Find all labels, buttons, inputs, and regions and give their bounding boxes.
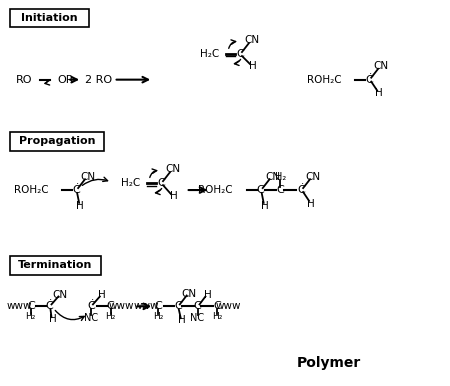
Text: H: H bbox=[178, 315, 186, 325]
Text: Ċ: Ċ bbox=[45, 301, 54, 312]
Text: ROH₂C: ROH₂C bbox=[307, 74, 342, 85]
Text: CN: CN bbox=[165, 164, 180, 174]
Text: Polymer: Polymer bbox=[297, 356, 361, 369]
Text: C: C bbox=[154, 301, 162, 312]
Text: C: C bbox=[236, 49, 244, 59]
Text: C: C bbox=[257, 185, 265, 195]
Text: C: C bbox=[27, 301, 35, 312]
FancyBboxPatch shape bbox=[10, 132, 104, 151]
Text: C: C bbox=[157, 178, 165, 188]
Text: C: C bbox=[194, 301, 202, 312]
Text: Ċ: Ċ bbox=[297, 185, 305, 195]
Text: www: www bbox=[216, 301, 241, 312]
Text: www: www bbox=[6, 301, 32, 312]
FancyBboxPatch shape bbox=[10, 9, 89, 27]
Text: C: C bbox=[107, 301, 115, 312]
Text: www: www bbox=[134, 301, 159, 312]
Text: CN: CN bbox=[265, 172, 280, 182]
Text: H₂: H₂ bbox=[26, 312, 36, 321]
Text: CN: CN bbox=[181, 288, 196, 298]
Text: CN: CN bbox=[81, 172, 95, 182]
Text: H₂C: H₂C bbox=[121, 178, 140, 188]
Text: www: www bbox=[109, 301, 134, 312]
Text: H₂: H₂ bbox=[105, 312, 116, 321]
Text: C: C bbox=[277, 185, 284, 195]
Text: NC: NC bbox=[84, 313, 98, 323]
Text: 2 RO: 2 RO bbox=[86, 74, 112, 85]
Text: CN: CN bbox=[306, 172, 320, 182]
Text: CN: CN bbox=[53, 290, 68, 300]
Text: C: C bbox=[213, 301, 221, 312]
Text: H: H bbox=[249, 61, 256, 71]
Text: ROH₂C: ROH₂C bbox=[198, 185, 233, 195]
Text: H: H bbox=[261, 201, 269, 211]
Text: C: C bbox=[174, 301, 182, 312]
Text: Ċ: Ċ bbox=[87, 301, 95, 312]
Text: H: H bbox=[375, 88, 383, 98]
Text: CN: CN bbox=[374, 61, 389, 71]
Text: Propagation: Propagation bbox=[18, 136, 95, 146]
FancyBboxPatch shape bbox=[10, 256, 101, 275]
Text: H₂: H₂ bbox=[275, 172, 286, 182]
Text: Ċ: Ċ bbox=[72, 185, 80, 195]
Text: H₂: H₂ bbox=[153, 312, 163, 321]
Text: CN: CN bbox=[244, 35, 259, 45]
Text: H₂C: H₂C bbox=[200, 49, 219, 59]
Text: H: H bbox=[203, 290, 212, 300]
Text: Initiation: Initiation bbox=[21, 13, 78, 23]
Text: OR: OR bbox=[58, 74, 74, 85]
Text: H₂: H₂ bbox=[212, 312, 222, 321]
Text: RO: RO bbox=[16, 74, 33, 85]
Text: Ċ: Ċ bbox=[365, 74, 373, 85]
Text: H: H bbox=[170, 191, 178, 201]
Text: H: H bbox=[76, 201, 84, 211]
Text: H: H bbox=[49, 314, 56, 324]
Text: ROH₂C: ROH₂C bbox=[14, 185, 49, 195]
Text: Termination: Termination bbox=[18, 261, 93, 271]
Text: H: H bbox=[98, 290, 106, 300]
Text: NC: NC bbox=[190, 313, 205, 323]
Text: H: H bbox=[307, 199, 315, 209]
